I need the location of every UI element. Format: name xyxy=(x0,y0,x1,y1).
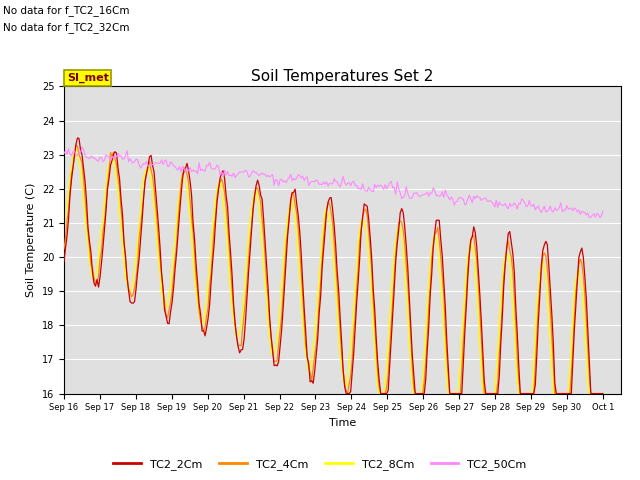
Text: No data for f_TC2_16Cm: No data for f_TC2_16Cm xyxy=(3,5,130,16)
Text: SI_met: SI_met xyxy=(67,73,109,84)
Text: No data for f_TC2_32Cm: No data for f_TC2_32Cm xyxy=(3,22,130,33)
X-axis label: Time: Time xyxy=(329,418,356,428)
Legend: TC2_2Cm, TC2_4Cm, TC2_8Cm, TC2_50Cm: TC2_2Cm, TC2_4Cm, TC2_8Cm, TC2_50Cm xyxy=(109,455,531,474)
Title: Soil Temperatures Set 2: Soil Temperatures Set 2 xyxy=(252,69,433,84)
Y-axis label: Soil Temperature (C): Soil Temperature (C) xyxy=(26,183,36,297)
